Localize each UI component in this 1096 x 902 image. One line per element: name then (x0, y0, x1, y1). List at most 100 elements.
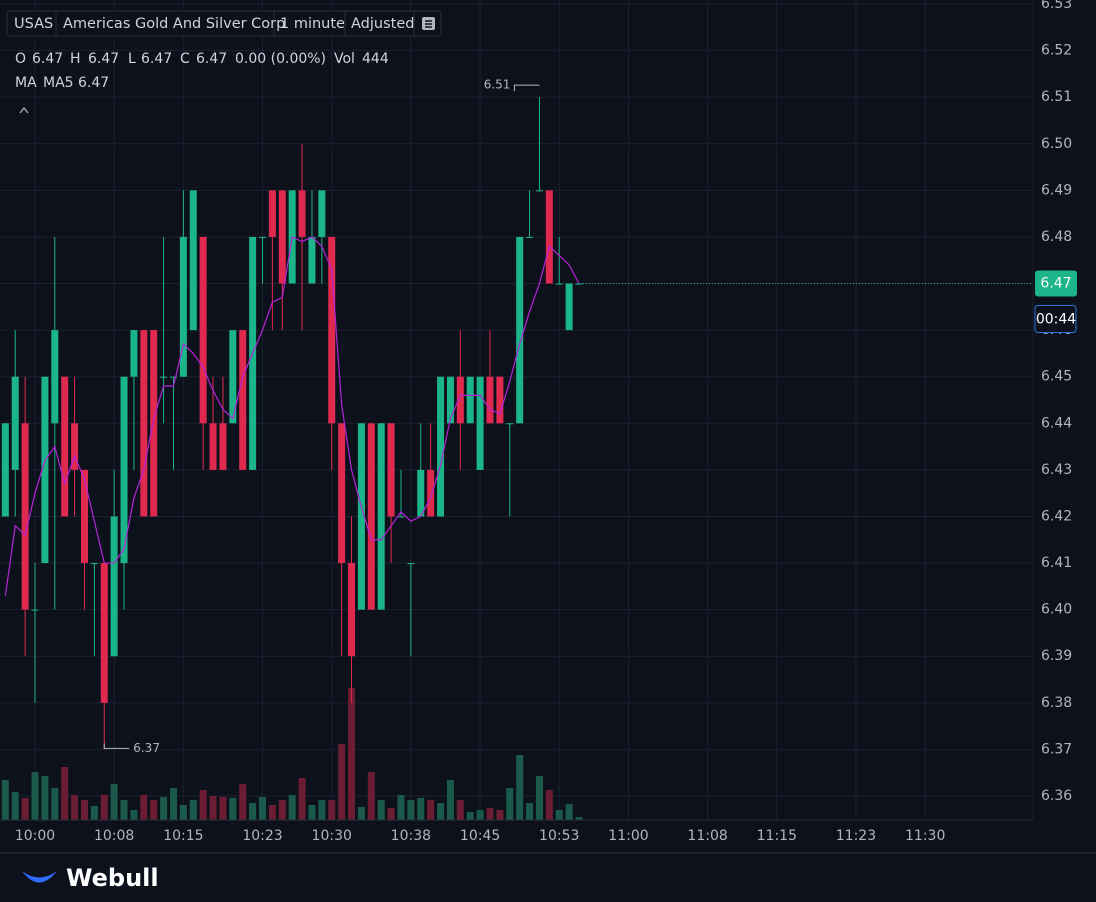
candle-body (526, 236, 534, 238)
volume-bar (21, 798, 29, 820)
x-tick-label: 10:38 (391, 828, 431, 844)
interval[interactable]: 1 minute (280, 16, 345, 32)
candle-body (61, 376, 69, 517)
candle-body (506, 423, 514, 425)
y-tick-label: 6.50 (1041, 136, 1072, 152)
volume-bar (456, 800, 464, 820)
y-tick-label: 6.53 (1041, 0, 1072, 12)
candle-body (41, 376, 49, 564)
y-tick-label: 6.49 (1041, 182, 1072, 198)
company: Americas Gold And Silver Corp (63, 16, 285, 32)
candle-body (80, 469, 88, 564)
brand: Webull (66, 864, 159, 892)
volume-bar (555, 810, 563, 820)
volume-bar (397, 795, 405, 820)
overlay: 6.37 6.51 (4, 78, 1033, 755)
symbol[interactable]: USAS (14, 16, 53, 32)
volume-bar (377, 800, 385, 820)
y-tick-label: 6.41 (1041, 555, 1072, 571)
volume-bar (110, 784, 118, 820)
y-tick-label: 6.43 (1041, 462, 1072, 478)
marker-label: 6.37 (133, 741, 160, 755)
collapse-icon[interactable] (19, 107, 29, 114)
candle-body (496, 376, 504, 424)
volume-bar (476, 810, 484, 820)
ma-line (4, 236, 580, 596)
volume-bar (219, 797, 227, 820)
volume-bar (31, 772, 39, 820)
volume-bar (160, 797, 168, 820)
volume-bar (417, 798, 425, 820)
volume-bar (51, 788, 59, 820)
candle-body (437, 376, 445, 517)
volume-bar (229, 798, 237, 820)
volume-bar (239, 784, 247, 820)
candle-body (555, 283, 563, 285)
volume-bar (565, 804, 573, 820)
x-tick-label: 10:00 (15, 828, 55, 844)
volume-bar (61, 767, 69, 820)
legend-label: C (180, 51, 190, 67)
volume-bar (446, 780, 454, 820)
candle-body (377, 423, 385, 610)
candle-body (575, 283, 583, 285)
volume-bar (41, 776, 49, 820)
volume-bar (535, 776, 543, 820)
countdown-tag (1034, 305, 1077, 334)
y-tick-label: 6.38 (1041, 695, 1072, 711)
volume-bar (80, 800, 88, 820)
volume-bar (357, 807, 365, 820)
volume-bar (516, 755, 524, 820)
volume (1, 688, 583, 820)
legend-change: 0.00 (0.00%) (235, 51, 326, 67)
y-tick-label: 6.44 (1041, 415, 1072, 431)
volume-bar (427, 800, 435, 820)
candle-body (130, 330, 138, 377)
x-tick-label: 10:15 (163, 828, 203, 844)
candle-body (417, 469, 425, 517)
x-tick-label: 10:53 (539, 828, 579, 844)
candle-body (545, 190, 553, 284)
candle-body (160, 376, 168, 378)
candle-body (348, 563, 356, 657)
adjust[interactable]: Adjusted (351, 16, 414, 32)
candle-body (268, 190, 276, 237)
candle-body (446, 376, 454, 424)
legend-value: 444 (362, 51, 389, 67)
candle-body (71, 423, 79, 470)
candle-body (189, 190, 197, 331)
volume-bar (90, 806, 98, 820)
volume-bar (407, 800, 415, 820)
legend-label: L (128, 51, 136, 67)
candle-body (387, 423, 395, 517)
candle-body (407, 563, 415, 565)
candle-body (150, 330, 158, 517)
candle-body (476, 376, 484, 470)
candle-body (427, 469, 435, 517)
candle-body (397, 516, 405, 518)
y-tick-label: 6.39 (1041, 648, 1072, 664)
y-tick-label: 6.42 (1041, 508, 1072, 524)
candle-body (31, 609, 39, 611)
candle-body (456, 376, 464, 424)
legend-value: 6.47 (141, 51, 172, 67)
candle-body (179, 236, 187, 377)
volume-bar (259, 797, 267, 820)
volume-bar (387, 808, 395, 820)
legend-label: Vol (334, 51, 355, 67)
x-tick-label: 10:45 (460, 828, 500, 844)
marker-connector (103, 743, 130, 749)
menu-icon[interactable] (422, 17, 435, 30)
volume-bar (496, 810, 504, 820)
volume-bar (71, 795, 79, 820)
volume-bar (100, 795, 108, 820)
volume-bar (150, 800, 158, 820)
volume-bar (486, 808, 494, 820)
volume-bar (209, 796, 217, 820)
volume-bar (169, 788, 177, 820)
candle-body (328, 236, 336, 424)
candle-body (308, 236, 316, 284)
x-tick-label: 11:00 (608, 828, 648, 844)
